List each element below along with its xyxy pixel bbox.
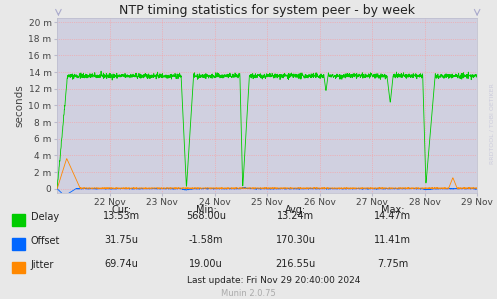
Text: Delay: Delay (31, 212, 59, 222)
Text: 11.41m: 11.41m (374, 235, 411, 245)
Text: 13.24m: 13.24m (277, 211, 314, 221)
Text: Max:: Max: (381, 205, 405, 215)
Text: Last update: Fri Nov 29 20:40:00 2024: Last update: Fri Nov 29 20:40:00 2024 (187, 276, 360, 285)
Text: 69.74u: 69.74u (105, 259, 139, 269)
Text: Munin 2.0.75: Munin 2.0.75 (221, 289, 276, 298)
Text: RRDTOOL / TOBI OETIKER: RRDTOOL / TOBI OETIKER (490, 84, 495, 164)
Text: 13.53m: 13.53m (103, 211, 140, 221)
Text: 31.75u: 31.75u (105, 235, 139, 245)
Text: 19.00u: 19.00u (189, 259, 223, 269)
Text: Jitter: Jitter (31, 260, 54, 270)
Y-axis label: seconds: seconds (14, 84, 24, 127)
Text: Avg:: Avg: (285, 205, 306, 215)
Title: NTP timing statistics for system peer - by week: NTP timing statistics for system peer - … (119, 4, 415, 17)
Text: Min:: Min: (196, 205, 217, 215)
Text: -1.58m: -1.58m (189, 235, 224, 245)
Text: Offset: Offset (31, 236, 60, 246)
Text: 14.47m: 14.47m (374, 211, 411, 221)
Text: 216.55u: 216.55u (276, 259, 316, 269)
Text: 7.75m: 7.75m (377, 259, 408, 269)
Text: 170.30u: 170.30u (276, 235, 316, 245)
Text: Cur:: Cur: (112, 205, 132, 215)
Text: 568.00u: 568.00u (186, 211, 226, 221)
